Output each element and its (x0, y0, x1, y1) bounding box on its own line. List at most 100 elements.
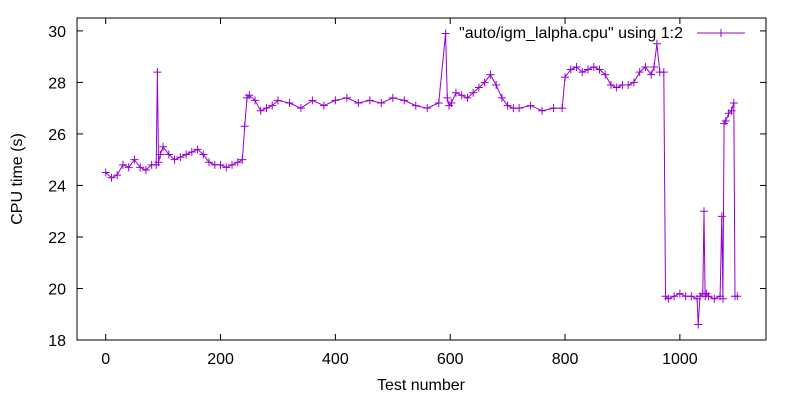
data-point (342, 93, 351, 102)
data-point (566, 65, 575, 74)
data-point (624, 80, 633, 89)
data-point (572, 62, 581, 71)
data-point (141, 165, 150, 174)
data-point (354, 99, 363, 108)
x-axis-label: Test number (377, 377, 466, 394)
data-point (107, 173, 116, 182)
data-point (222, 163, 231, 172)
x-tick-label: 200 (207, 351, 234, 368)
data-point (675, 289, 684, 298)
x-tick-label: 400 (322, 351, 349, 368)
data-point (262, 104, 271, 113)
y-tick-label: 22 (48, 230, 66, 247)
data-point (443, 93, 452, 102)
data-point (101, 168, 110, 177)
data-point (193, 145, 202, 154)
data-point (170, 155, 179, 164)
data-point (245, 91, 254, 100)
series-line (105, 33, 738, 325)
data-point (176, 153, 185, 162)
data-point (641, 62, 650, 71)
data-point (474, 83, 483, 92)
data-point (629, 78, 638, 87)
legend-label: "auto/igm_lalpha.cpu" using 1:2 (459, 25, 683, 42)
x-tick-label: 0 (101, 351, 110, 368)
data-point (451, 88, 460, 97)
data-point (694, 320, 703, 329)
data-point (136, 163, 145, 172)
legend: "auto/igm_lalpha.cpu" using 1:2 (459, 25, 745, 42)
data-point (486, 70, 495, 79)
data-point (130, 155, 139, 164)
data-point (526, 101, 535, 110)
x-tick-label: 600 (437, 351, 464, 368)
data-point (118, 160, 127, 169)
data-point (400, 96, 409, 105)
data-point (721, 117, 730, 126)
data-point (365, 96, 374, 105)
data-point (699, 207, 708, 216)
data-point (153, 68, 162, 77)
data-point (595, 65, 604, 74)
data-point (612, 83, 621, 92)
data-point (733, 292, 742, 301)
data-point (558, 104, 567, 113)
data-point (538, 106, 547, 115)
data-point (492, 80, 501, 89)
data-point (205, 158, 214, 167)
data-point (561, 73, 570, 82)
data-point (308, 96, 317, 105)
data-point (515, 104, 524, 113)
data-point (664, 294, 673, 303)
data-point (240, 122, 249, 131)
data-point (578, 68, 587, 77)
data-point (589, 62, 598, 71)
data-point (154, 158, 163, 167)
data-point (670, 292, 679, 301)
data-point (687, 292, 696, 301)
x-tick-label: 800 (552, 351, 579, 368)
data-point (238, 155, 247, 164)
data-point (124, 163, 133, 172)
data-point (113, 171, 122, 180)
data-point (319, 101, 328, 110)
data-point (584, 65, 593, 74)
data-point (659, 68, 668, 77)
data-point (441, 29, 450, 38)
data-point (635, 68, 644, 77)
data-point (497, 93, 506, 102)
data-point (233, 158, 242, 167)
data-point (164, 150, 173, 159)
data-point (156, 150, 165, 159)
data-point (457, 91, 466, 100)
data-point (268, 101, 277, 110)
data-point (216, 160, 225, 169)
data-point (647, 70, 656, 79)
data-point (606, 80, 615, 89)
y-tick-label: 30 (48, 24, 66, 41)
y-tick-label: 24 (48, 178, 66, 195)
y-tick-label: 18 (48, 333, 66, 350)
x-tick-label: 1000 (662, 351, 698, 368)
data-point (434, 99, 443, 108)
data-point (388, 93, 397, 102)
data-point (710, 294, 719, 303)
data-point (250, 96, 259, 105)
legend-marker (717, 29, 725, 37)
data-point (273, 96, 282, 105)
data-point (377, 99, 386, 108)
data-point (727, 106, 736, 115)
data-point (199, 150, 208, 159)
data-point (182, 150, 191, 159)
data-point (650, 62, 659, 71)
data-point (717, 212, 726, 221)
data-point (480, 78, 489, 87)
data-point (159, 142, 168, 151)
plot-frame (76, 17, 767, 341)
data-point (187, 147, 196, 156)
data-point (331, 96, 340, 105)
data-point (704, 292, 713, 301)
data-point (447, 99, 456, 108)
data-point (718, 294, 727, 303)
